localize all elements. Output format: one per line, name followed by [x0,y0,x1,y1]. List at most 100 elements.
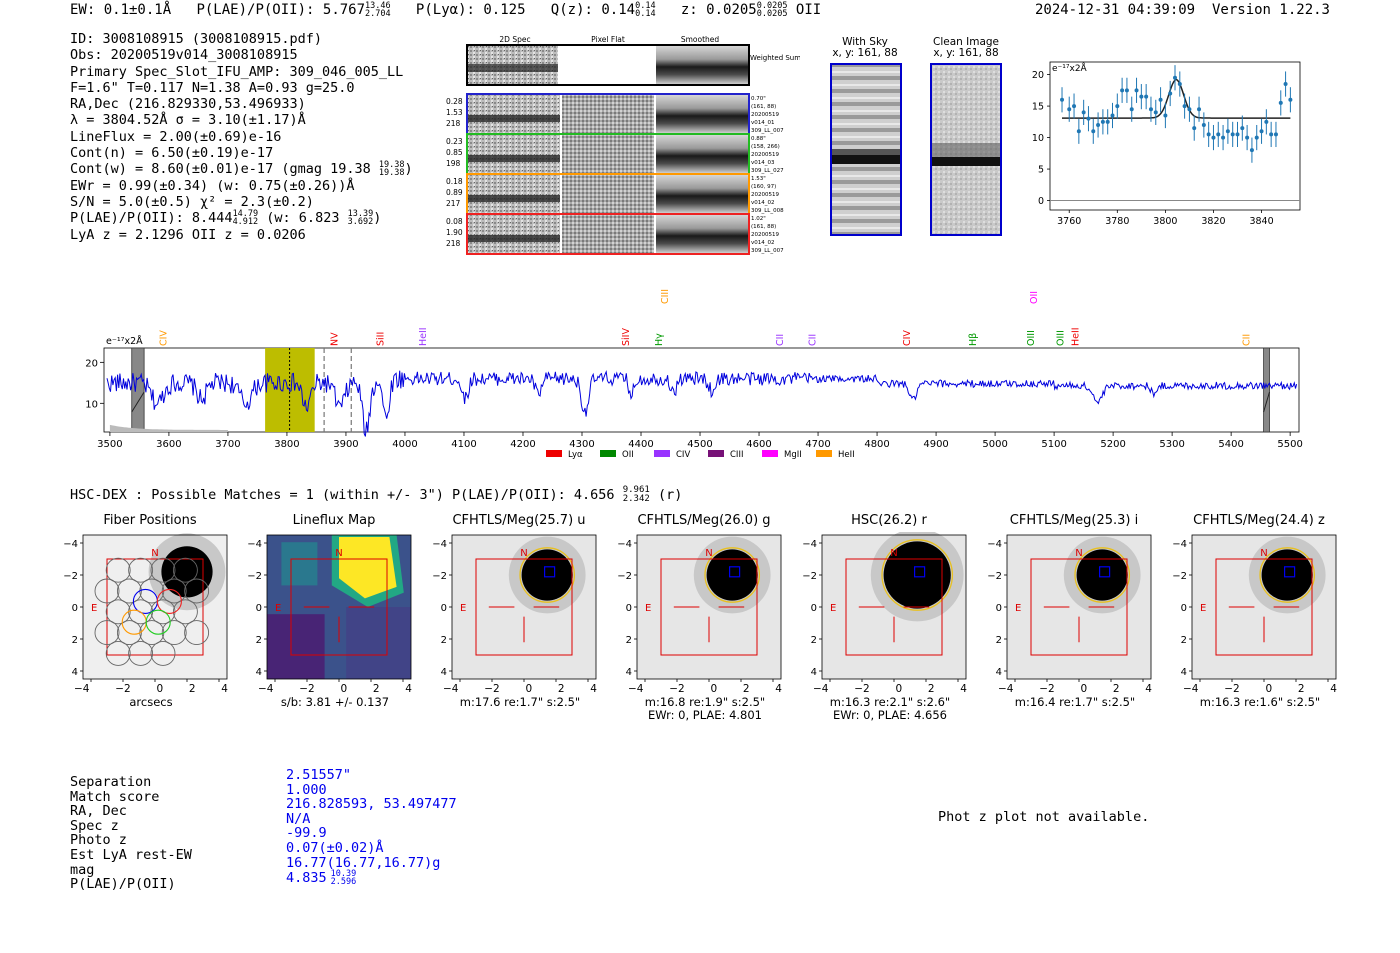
zoom-data-point [1259,118,1264,144]
east-label: E [275,603,281,614]
cutout-xtick-label: 0 [1080,683,1088,695]
source-aperture [704,547,761,603]
cutout-xtick-labels: −4 −2 0 2 4 [1183,683,1337,695]
spectrum-ytick-label: 10 [85,399,98,410]
spectrum-legend-label: CIV [676,450,690,460]
cutout-xtick-label: −2 [1039,683,1055,695]
with-sky-title: With Sky x, y: 161, 88 [832,36,898,59]
source-aperture [1074,547,1131,603]
spec2d-row: 0.18 0.89 217 1.53" (160, 97) 20200519 v014_02… [446,173,784,215]
cutout-ytick-label: −2 [803,571,817,582]
cutout-ytick-label: 0 [626,603,632,614]
zoom-data-point [1105,109,1110,135]
info-primary: Primary Spec_Slot_IFU_AMP: 309_046_005_L… [70,63,404,80]
spec2d-row: 0.23 0.85 198 0.88" (158, 266) 20200519 v014_0… [446,133,784,175]
east-label: E [645,603,651,614]
cutout-ytick-label: −4 [248,539,262,550]
spec2d-row-meta: 20200519 [751,192,779,198]
cutout-xtick-label: 0 [710,683,718,695]
detail-label: mag [70,861,95,878]
spectrum-legend-entry: CIV [654,450,690,460]
spectrum-line-id: Hγ [654,333,665,346]
source-aperture [519,547,576,603]
cutout-xtick-label: 4 [775,683,782,695]
fiber-circle [150,557,176,583]
search-box [1030,558,1128,656]
search-box [475,558,573,656]
cutout-xtick-label: −4 [258,683,274,695]
cutout-title: CFHTLS/Meg(25.3) i [1009,513,1139,528]
zoom-data-point [1254,124,1259,151]
zoom-data-point [1124,77,1129,103]
info-block: ID: 3008108915 (3008108915.pdf) Obs: 202… [70,31,413,243]
cutout-xtick-label: 2 [1297,683,1305,695]
zoom-data-point [1129,96,1134,122]
spec2d-row-stat: 218 [446,119,461,128]
spec2d-row-meta: (161, 88) [751,224,776,230]
cutout-ytick-label: −2 [618,571,632,582]
cutout-caption-line: m:16.3 re:1.6" s:2.5" [1199,695,1321,709]
spec2d-row-stat: 0.08 [446,217,463,226]
detail-value: 216.828593, 53.497477 [286,796,457,813]
cutout-xtick-label: −2 [1224,683,1240,695]
spec2d-row-meta: v014_01 [751,120,775,126]
spectrum-xtick-label: 4700 [805,439,830,450]
info-lineflux: LineFlux = 2.00(±0.69)e-16 [70,128,282,145]
spectrum-legend-label: OII [622,450,634,460]
spectrum-line-id: CII [808,334,819,346]
cutout-xtick-labels: −4 −2 0 2 4 [813,683,967,695]
zoom-data-point [1283,71,1288,97]
zoom-data-point [1139,84,1144,110]
cutout-ytick-label: 2 [1181,635,1187,646]
spectrum-xtick-label: 5000 [982,439,1007,450]
cutout-ytick-label: 4 [441,667,447,678]
fiber-circle [184,620,210,646]
zoom-data-point [1100,109,1105,135]
north-label: N [890,548,897,559]
spec2d-row-meta: (160, 97) [751,184,776,190]
spectrum-line-id: Hβ [968,333,979,346]
zoom-data-point [1249,137,1254,163]
header-ew: EW: 0.1±0.1Å P(LAE)/P(OII): 5.767 13.46 2.… [70,1,822,19]
spectrum-legend-entry: MgII [762,450,802,460]
zoom-data-point [1091,118,1096,144]
cutout-ytick-label: 0 [996,603,1002,614]
spec2d-row-stat: 0.18 [446,177,463,186]
spectrum-line-id: HeII [418,327,429,346]
spectrum-line-id: OIII [1056,330,1067,346]
spectrum-xtick-label: 5300 [1159,439,1184,450]
spectrum-legend-label: HeII [838,450,855,460]
match-details: Separation Match score RA, Dec Spec z Photo … [70,775,192,892]
cutout-xtick-labels: −4 −2 0 2 4 [443,683,597,695]
spectrum-xtick-label: 5100 [1041,439,1066,450]
zoom-data-point [1269,121,1274,148]
zoom-fit-plot: 0 5 10 15 20 3760 3780 3800 3820 3840 e⁻¹⁷x2Å [1032,61,1301,227]
detail-value: 0.07(±0.02)Å [286,839,384,856]
cutout-xtick-label: −4 [1183,683,1199,695]
zoom-data-point [1115,93,1120,119]
cutout-caption: s/b: 3.81 +/- 0.137 [252,696,418,709]
spec2d-col-title-2d: 2D Spec [499,35,530,44]
cutout-caption-line: m:16.3 re:2.1" s:2.6" [829,695,951,709]
fiber-circle [105,640,131,666]
fiber-circle [128,557,154,583]
cutout-xtick-label: 2 [1112,683,1120,695]
fiber-circle [184,578,210,604]
zoom-xtick-label: 3820 [1201,216,1225,227]
spectrum-xtick-label: 5500 [1277,439,1302,450]
match-marker [543,566,556,578]
header-datetime: 2024-12-31 04:39:09 Version 1.22.3 [1034,2,1330,18]
zoom-data-point [1134,77,1139,103]
search-box [1215,558,1313,656]
cutout-xtick-label: −4 [443,683,459,695]
cutout-ytick-label: −4 [988,539,1002,550]
spec2d-row-meta: v014_02 [751,240,775,246]
header-version: Version 1.22.3 [1211,2,1330,18]
zoom-ytick-label: 0 [1038,196,1044,207]
zoom-ytick-label: 5 [1038,165,1044,176]
spectrum-legend-entry: HeII [816,450,855,460]
cutout-image: N E 4 2 0 −2 −4 [248,534,412,682]
zoom-data-point [1086,106,1091,132]
zoom-ytick-label: 20 [1032,70,1044,81]
cutout-xtick-label: −4 [74,683,90,695]
